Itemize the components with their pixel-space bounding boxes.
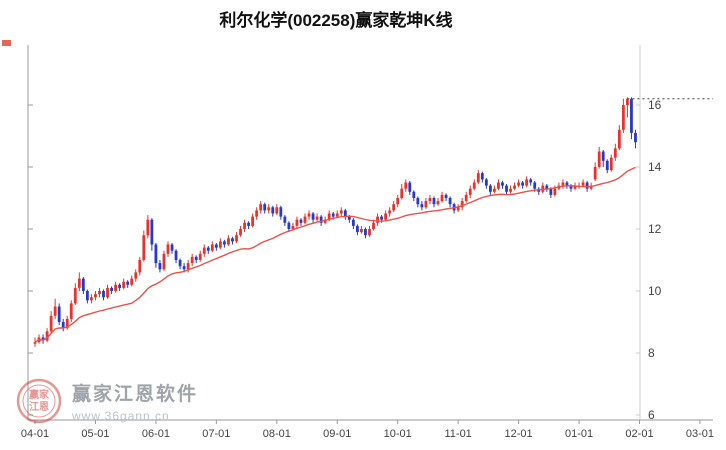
axes bbox=[27, 45, 713, 424]
x-tick-label: 09-01 bbox=[323, 428, 351, 440]
x-tick-label: 12-01 bbox=[505, 428, 533, 440]
x-axis-labels: 04-01 05-01 06-01 07-01 08-01 09-01 10-01 11-01… bbox=[21, 428, 714, 440]
x-tick-label: 10-01 bbox=[384, 428, 412, 440]
x-tick-label: 06-01 bbox=[142, 428, 170, 440]
candles-layer bbox=[33, 97, 637, 347]
y-tick-label: 12 bbox=[648, 222, 662, 236]
x-tick-label: 08-01 bbox=[263, 428, 291, 440]
ma-line bbox=[34, 166, 636, 343]
y-tick-label: 6 bbox=[648, 408, 655, 422]
x-tick-label: 11-01 bbox=[444, 428, 471, 440]
x-tick-label: 07-01 bbox=[202, 428, 230, 440]
y-tick-label: 14 bbox=[648, 160, 662, 174]
y-tick-label: 8 bbox=[648, 346, 655, 360]
x-tick-label: 04-01 bbox=[21, 428, 49, 440]
red-edge-marker bbox=[2, 40, 11, 46]
x-tick-label: 05-01 bbox=[81, 428, 109, 440]
x-tick-label: 02-01 bbox=[625, 428, 653, 440]
x-tick-label: 01-01 bbox=[565, 428, 593, 440]
y-tick-label: 16 bbox=[648, 98, 662, 112]
y-axis-labels: 6 8 10 12 14 16 bbox=[648, 98, 662, 422]
chart-title: 利尔化学(002258)赢家乾坤K线 bbox=[219, 11, 453, 30]
y-tick-label: 10 bbox=[648, 284, 662, 298]
x-tick-label: 03-01 bbox=[686, 428, 714, 440]
